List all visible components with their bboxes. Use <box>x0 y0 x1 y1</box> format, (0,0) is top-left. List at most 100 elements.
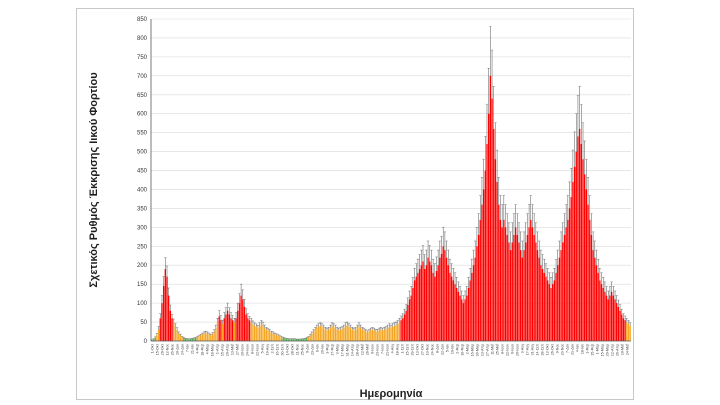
bar <box>265 329 268 341</box>
bar <box>326 330 328 341</box>
x-tick-label: 30-Σεπ <box>281 343 285 355</box>
bar <box>617 306 620 341</box>
x-tick-label: 7-Ιουλ <box>381 344 385 354</box>
x-tick-label: 18-Μαρ <box>211 344 215 356</box>
bar <box>196 337 198 341</box>
x-tick-label: 1-Οκτ <box>151 343 155 353</box>
bar <box>600 284 603 341</box>
bar <box>289 339 291 341</box>
bar <box>558 257 561 341</box>
x-tick-label: 16-Φεβ <box>461 344 465 356</box>
bar <box>403 314 406 341</box>
bar <box>535 242 537 341</box>
bar <box>368 331 370 341</box>
bar <box>552 284 554 341</box>
y-tick-label: 100 <box>137 301 148 307</box>
y-tick-label: 50 <box>140 320 147 326</box>
bar <box>568 208 571 341</box>
bar <box>393 325 396 341</box>
bar <box>521 257 524 341</box>
bar <box>563 234 566 341</box>
bar <box>498 204 500 341</box>
bar <box>489 75 492 341</box>
x-tick-label: 13-Απρ <box>481 344 485 356</box>
x-tick-label: 12-Οκτ <box>546 343 550 355</box>
bar <box>380 329 382 341</box>
x-tick-label: 13-Μαΐ <box>231 344 235 355</box>
bar <box>386 327 389 341</box>
bar <box>262 325 264 341</box>
y-tick-label: 350 <box>137 206 148 212</box>
bar <box>184 338 187 341</box>
bar <box>282 337 284 341</box>
bar <box>292 339 294 341</box>
bar <box>476 246 478 341</box>
bar <box>570 197 572 341</box>
bar <box>420 265 422 341</box>
chart-frame: 0 50 100 150 200 250 300 350 400 450 500 550 600 650 7… <box>76 8 634 400</box>
x-tick-label: 3-Αυγ <box>521 344 525 354</box>
bar <box>479 219 481 341</box>
bar <box>159 318 161 341</box>
bar <box>471 272 473 341</box>
bar <box>472 265 475 341</box>
bar <box>191 338 193 341</box>
y-tick-label: 750 <box>137 55 148 61</box>
chart-svg: 0 50 100 150 200 250 300 350 400 450 500 550 600 650 7… <box>88 17 632 400</box>
x-tick-label: 28-Οκτ <box>291 343 295 355</box>
x-tick-label: 30-Μαρ <box>476 344 480 356</box>
bar <box>557 265 559 341</box>
x-tick-label: 4-Μαρ <box>206 344 210 354</box>
x-tick-label: 21-Ιουλ <box>386 344 390 356</box>
bar <box>466 295 468 341</box>
bar <box>462 303 465 341</box>
y-tick-label: 500 <box>137 150 148 156</box>
bar <box>349 327 352 341</box>
x-tick-label: 12-Μαΐ <box>361 344 365 355</box>
bar <box>567 219 569 341</box>
bar <box>629 325 631 341</box>
x-tick-label: 21-Δεκ <box>571 344 575 355</box>
bar <box>461 299 463 341</box>
bar <box>375 331 377 341</box>
y-tick-label: 700 <box>137 74 148 80</box>
y-tick-label: 450 <box>137 169 148 175</box>
bar <box>582 159 584 341</box>
bar <box>329 327 332 341</box>
x-tick-label: 23-Δεκ <box>311 344 315 355</box>
bar <box>447 265 449 341</box>
bar <box>183 337 185 341</box>
bar <box>376 331 379 341</box>
bar <box>221 323 224 341</box>
bar <box>169 310 172 341</box>
bar <box>430 265 433 341</box>
bar <box>435 270 438 341</box>
bar <box>589 219 591 341</box>
bar <box>526 234 529 341</box>
bar <box>390 327 392 341</box>
x-axis-label: Ημερομηνία <box>360 388 423 400</box>
bar <box>383 329 385 341</box>
bar <box>193 338 195 341</box>
bar <box>267 330 269 341</box>
bar <box>541 269 544 341</box>
bar <box>452 280 454 341</box>
bar <box>253 325 256 341</box>
bar <box>509 250 512 341</box>
bar <box>555 272 557 341</box>
bar <box>584 174 586 341</box>
x-tick-label: 1-Φεβ <box>586 344 590 354</box>
bar <box>346 325 348 341</box>
bar <box>616 303 618 341</box>
bar <box>449 272 451 341</box>
bar <box>590 234 593 341</box>
bar <box>277 335 279 341</box>
x-tick-label: 15-Μαρ <box>601 344 605 356</box>
x-tick-label: 24-Μαΐ <box>626 344 630 355</box>
bar <box>553 280 556 341</box>
bar <box>445 257 448 341</box>
bar <box>398 322 401 341</box>
x-tick-label: 6-Ιουλ <box>511 344 515 354</box>
bar <box>173 322 175 341</box>
x-tick-label: 28-Απρ <box>356 344 360 356</box>
